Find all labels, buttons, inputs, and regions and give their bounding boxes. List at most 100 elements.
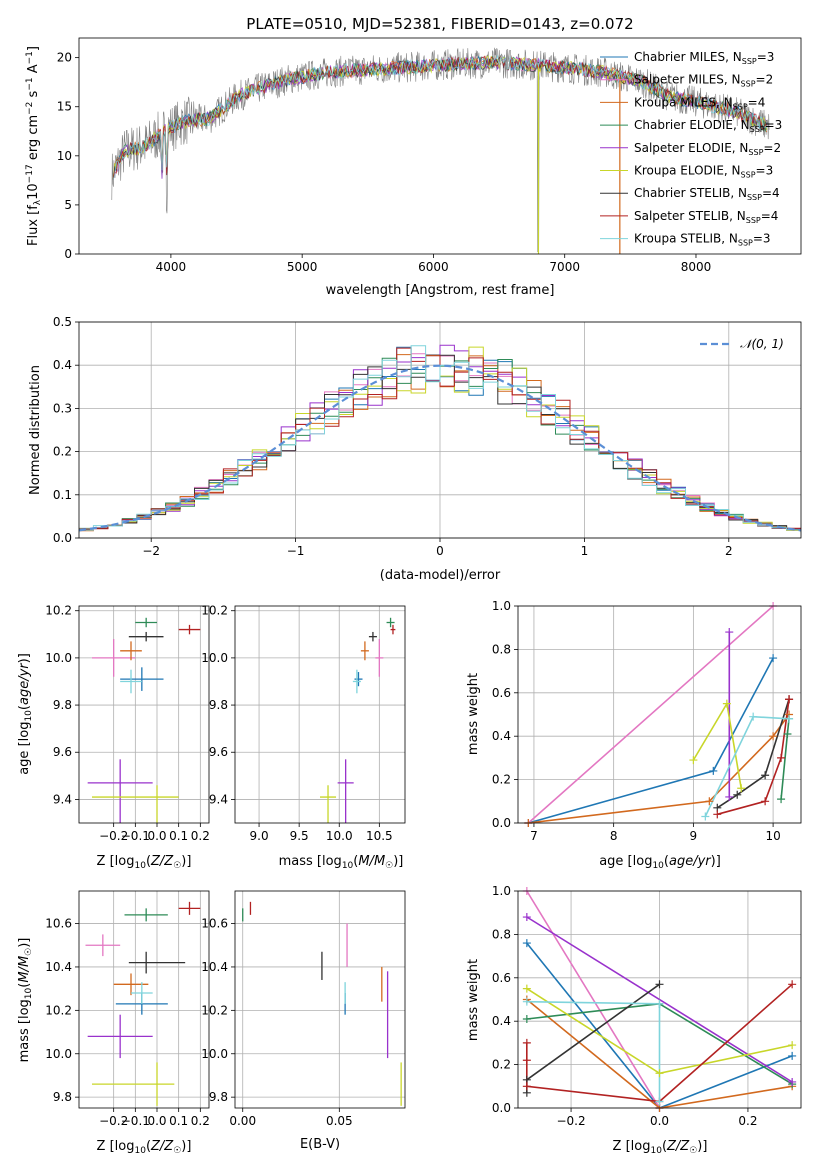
y-tick-label: 10.2 bbox=[45, 604, 72, 618]
y-tick-label: 10.4 bbox=[45, 960, 72, 974]
legend-label-tail: =2 bbox=[756, 73, 774, 87]
series-marker-salpeter_elodie bbox=[522, 913, 531, 922]
x-tick-label: 7000 bbox=[549, 260, 580, 274]
y-axis-label-part: M/M bbox=[17, 956, 32, 983]
y-axis-label: mass weight bbox=[466, 959, 481, 1041]
x-axis-label: (data-model)/error bbox=[380, 568, 501, 583]
axes-frame bbox=[517, 890, 802, 1109]
x-axis-label-part: 10 bbox=[342, 861, 354, 871]
legend-label-sub: SSP bbox=[742, 57, 757, 66]
y-axis-label-part: mass weight bbox=[466, 673, 481, 755]
x-axis-label: mass [log10(M/M☉)] bbox=[279, 854, 404, 871]
x-tick-label: 6000 bbox=[418, 260, 449, 274]
legend-label-tail: =3 bbox=[753, 232, 771, 246]
z-mass-panel: −0.2−0.10.0 0.1 0.2 9.8 10.0 10.2 10.4 10.6 Z [l… bbox=[17, 890, 210, 1156]
x-tick-label: 0.1 bbox=[169, 829, 188, 843]
x-tick-label: 0.2 bbox=[191, 1114, 210, 1128]
series-marker-salpeter_stelib bbox=[777, 753, 786, 762]
x-axis-label-part: Z [log bbox=[613, 1139, 651, 1154]
x-axis-label-part: mass [log bbox=[279, 854, 342, 869]
x-tick-label: 10.5 bbox=[366, 829, 393, 843]
series-marker-salpeter_elodie bbox=[725, 628, 734, 637]
series-marker-salpeter_stelib bbox=[522, 1082, 531, 1091]
plot-area bbox=[87, 617, 201, 823]
y-tick-label: 10 bbox=[57, 149, 72, 163]
y-axis-label-part: mass weight bbox=[466, 959, 481, 1041]
legend-label-main: Salpeter STELIB, N bbox=[634, 209, 746, 223]
model-line-kroupa_stelib bbox=[112, 54, 768, 181]
axes-frame bbox=[234, 890, 406, 1109]
x-tick-label: 8000 bbox=[681, 260, 712, 274]
x-tick-label: 0.2 bbox=[191, 829, 210, 843]
series-line-salpeter_stelib bbox=[717, 699, 790, 816]
legend-label: Salpeter MILES, NSSP=2 bbox=[634, 73, 773, 89]
x-axis-label-part: )] bbox=[697, 1139, 707, 1154]
axes-frame bbox=[78, 321, 802, 539]
y-axis-label: Normed distribution bbox=[28, 365, 43, 495]
series-marker-salpeter_stelib bbox=[761, 797, 770, 806]
series-marker-kroupa_stelib bbox=[655, 999, 664, 1008]
y-tick-label: 9.8 bbox=[53, 698, 72, 712]
axes-frame bbox=[78, 37, 802, 255]
series-marker-kroupa_elodie bbox=[655, 1069, 664, 1078]
series-marker-chabrier_miles bbox=[788, 1051, 797, 1060]
legend-label-tail: =4 bbox=[748, 95, 766, 109]
y-tick-label: 10.0 bbox=[201, 651, 228, 665]
x-axis-label-part: ☉ bbox=[385, 861, 393, 871]
series-line-salpeter_miles bbox=[527, 606, 774, 823]
series-marker-salpeter_stelib bbox=[522, 1056, 531, 1065]
legend-label-main: Kroupa STELIB, N bbox=[634, 232, 738, 246]
series-line-kroupa_miles bbox=[528, 714, 790, 823]
legend-label: Kroupa ELODIE, NSSP=3 bbox=[634, 164, 773, 180]
x-tick-label: 0 bbox=[436, 544, 444, 558]
series-marker-chabrier_stelib bbox=[761, 771, 770, 780]
y-tick-label: 0.2 bbox=[492, 1058, 511, 1072]
x-axis-label-part: age/yr bbox=[669, 854, 712, 869]
x-tick-label: 0.2 bbox=[738, 1114, 757, 1128]
x-tick-label: 9.0 bbox=[250, 829, 269, 843]
plot-area bbox=[85, 901, 201, 1106]
y-tick-label: 9.6 bbox=[53, 745, 72, 759]
x-axis-label-part: Z [log bbox=[97, 1139, 135, 1154]
x-tick-label: 0.05 bbox=[326, 1114, 353, 1128]
x-axis-label-part: (data-model)/error bbox=[380, 568, 501, 583]
x-tick-label: −2 bbox=[142, 544, 160, 558]
series-marker-kroupa_stelib bbox=[749, 712, 758, 721]
series-marker-kroupa_elodie bbox=[689, 756, 698, 765]
series-marker-salpeter_stelib bbox=[713, 810, 722, 819]
x-tick-label: −1 bbox=[287, 544, 305, 558]
y-tick-label: 0.6 bbox=[492, 971, 511, 985]
y-axis-label-part: ] bbox=[26, 46, 41, 51]
x-axis-label-part: )] bbox=[181, 1139, 191, 1154]
legend-label-tail: =4 bbox=[761, 209, 779, 223]
axes-frame bbox=[517, 605, 802, 824]
plot-area bbox=[242, 901, 402, 1106]
legend-label-sub: SSP bbox=[747, 193, 762, 202]
y-tick-label: 0 bbox=[64, 247, 72, 261]
y-axis-label-part: )] bbox=[17, 653, 32, 663]
x-axis-label: Z [log10(Z/Z☉)] bbox=[97, 1139, 192, 1156]
y-tick-label: 20 bbox=[57, 51, 72, 65]
y-axis-label-part: Flux [f bbox=[26, 205, 41, 246]
legend-label: Salpeter STELIB, NSSP=4 bbox=[634, 209, 778, 225]
x-axis-label: Z [log10(Z/Z☉)] bbox=[97, 854, 192, 871]
series-marker-kroupa_elodie bbox=[737, 784, 746, 793]
x-axis-label-part: Z/Z bbox=[150, 854, 174, 869]
legend-label-sub: SSP bbox=[733, 102, 748, 111]
x-tick-label: 5000 bbox=[287, 260, 318, 274]
figure-title: PLATE=0510, MJD=52381, FIBERID=0143, z=0… bbox=[246, 15, 633, 33]
series-line-chabrier_stelib bbox=[716, 699, 790, 809]
series-marker-salpeter_elodie bbox=[788, 1077, 797, 1086]
y-tick-label: 0.2 bbox=[492, 773, 511, 787]
series-line-chabrier_miles bbox=[528, 657, 774, 823]
legend-label: Chabrier STELIB, NSSP=4 bbox=[634, 186, 780, 202]
y-axis-label-part: ( bbox=[17, 983, 32, 988]
x-axis-label-part: Z [log bbox=[97, 854, 135, 869]
series-marker-kroupa_elodie bbox=[722, 699, 731, 708]
y-axis-label-part: −17 bbox=[25, 164, 35, 183]
x-tick-label: 9 bbox=[690, 829, 698, 843]
x-tick-label: 2 bbox=[725, 544, 733, 558]
series-marker-chabrier_stelib bbox=[733, 790, 742, 799]
